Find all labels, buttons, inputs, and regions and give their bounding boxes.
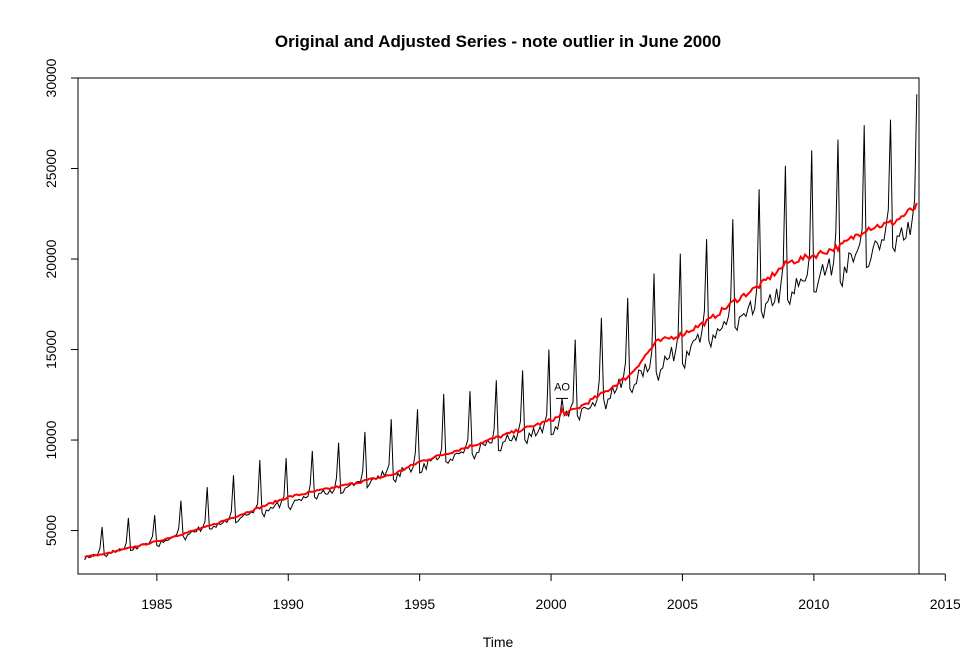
original-series-line xyxy=(84,94,918,561)
x-tick-label: 1995 xyxy=(404,596,435,612)
adjusted-series-line xyxy=(84,202,918,559)
y-tick-label: 30000 xyxy=(43,58,59,97)
x-tick-label: 2005 xyxy=(667,596,698,612)
y-tick-label: 15000 xyxy=(43,330,59,369)
plot-frame xyxy=(77,77,920,575)
x-tick-label: 2015 xyxy=(930,596,960,612)
x-tick-label: 2010 xyxy=(798,596,829,612)
chart-title: Original and Adjusted Series - note outl… xyxy=(275,32,721,51)
y-tick-label: 10000 xyxy=(43,420,59,459)
y-tick-label: 25000 xyxy=(43,149,59,188)
x-axis-label: Time xyxy=(483,634,514,650)
x-tick-label: 2000 xyxy=(535,596,566,612)
x-axis: 1985 1990 1995 2000 2005 2010 2015 xyxy=(141,573,960,612)
annotation-layer: AO xyxy=(554,381,570,399)
y-tick-label: 20000 xyxy=(43,239,59,278)
x-tick-label: 1985 xyxy=(141,596,172,612)
outlier-label: AO xyxy=(554,381,570,393)
series-layer xyxy=(84,94,918,561)
y-tick-label: 5000 xyxy=(43,515,59,546)
y-axis: 5000 10000 15000 20000 25000 30000 xyxy=(43,58,79,546)
x-tick-label: 1990 xyxy=(273,596,304,612)
